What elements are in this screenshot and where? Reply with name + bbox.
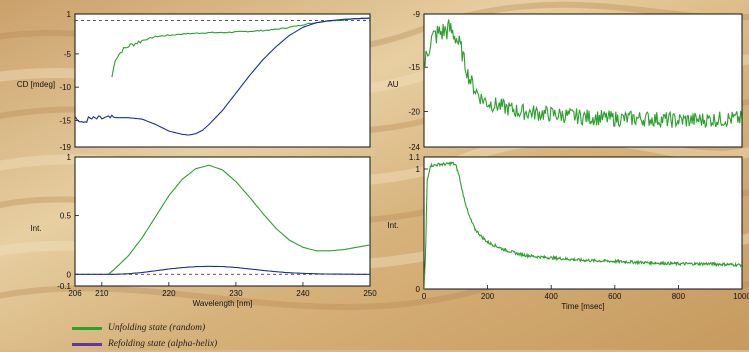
y-tick-label: -24 [408, 143, 420, 152]
y-tick-label: -19 [59, 143, 71, 152]
y-tick-label: 0.5 [60, 212, 72, 221]
x-tick-label: 0 [422, 292, 427, 301]
x-axis-label: Wavelength [nm] [193, 299, 253, 308]
legend-swatch-unfolding [72, 326, 102, 330]
y-tick-label: -20 [408, 108, 420, 117]
x-tick-label: 210 [95, 289, 109, 298]
y-tick-label: -5 [64, 50, 72, 59]
legend-swatch-refolding [72, 342, 102, 346]
y-axis-label: CD [mdeg] [17, 80, 55, 89]
y-tick-label: 1 [416, 165, 421, 174]
x-tick-label: 206 [68, 289, 82, 298]
plot-frame-int-time [423, 156, 743, 290]
series-line-int-wavelength-0 [108, 164, 370, 275]
legend-label-unfolding: Unfolding state (random) [108, 323, 206, 333]
x-tick-label: 600 [608, 292, 622, 301]
series-line-int-time-0 [424, 161, 742, 289]
x-tick-label: 250 [363, 289, 377, 298]
y-tick-label: 1.1 [409, 153, 421, 162]
y-tick-label: -0.1 [57, 282, 71, 291]
y-tick-label: 0 [416, 285, 421, 294]
x-tick-label: 220 [162, 289, 176, 298]
legend-label-refolding: Refolding state (alpha-helix) [108, 339, 218, 349]
y-tick-label: -15 [408, 63, 420, 72]
x-tick-label: 800 [672, 292, 686, 301]
plot-frame-cd [74, 13, 371, 148]
y-axis-label: Int. [30, 224, 41, 233]
chart-au-time: -9 -15 -20 -24 AU [387, 10, 743, 152]
y-axis-label: AU [387, 80, 398, 89]
x-axis-label: Time [msec] [561, 302, 604, 311]
x-tick-label: 200 [481, 292, 495, 301]
y-tick-label: 1 [67, 10, 72, 19]
y-tick-label: -10 [59, 83, 71, 92]
plot-frame-au-time [423, 13, 743, 148]
legend-item-unfolding: Unfolding state (random) [72, 320, 217, 336]
chart-cd: 1 -5 -10 -15 -19 CD [mdeg] [17, 10, 371, 152]
series-line-cd-1 [75, 17, 370, 136]
legend-item-refolding: Refolding state (alpha-helix) [72, 336, 217, 352]
chart-int-time: 1.1 1 00 200 400 600 800 1000 Int. Time [msec] [387, 153, 749, 311]
y-axis-label: Int. [387, 221, 398, 230]
legend: Unfolding state (random) Refolding state… [72, 320, 217, 352]
y-tick-label: -15 [59, 116, 71, 125]
y-tick-label: 0 [67, 270, 72, 279]
x-tick-label: 230 [229, 289, 243, 298]
y-tick-label: 1 [67, 153, 72, 162]
series-line-au-time-0 [424, 19, 742, 128]
plot-frame-int-wavelength [74, 156, 371, 287]
series-line-int-wavelength-1 [75, 265, 370, 275]
x-tick-label: 400 [545, 292, 559, 301]
x-tick-label: 240 [296, 289, 310, 298]
x-tick-label: 1000 [733, 292, 749, 301]
y-tick-label: -9 [413, 10, 421, 19]
